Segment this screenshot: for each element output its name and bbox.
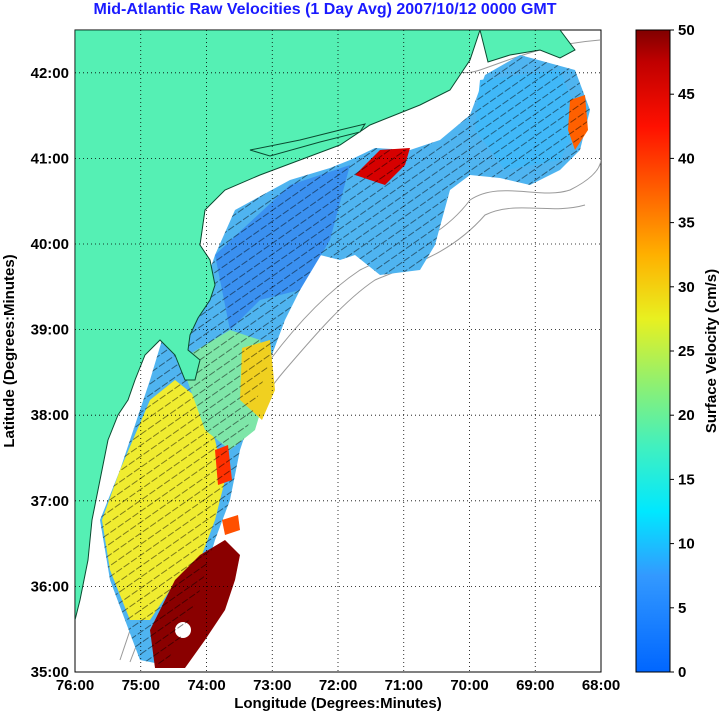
x-tick-label: 75:00 [122, 677, 160, 694]
y-tick-label: 41:00 [31, 150, 69, 167]
colorbar [635, 29, 671, 673]
y-tick-label: 37:00 [31, 493, 69, 510]
y-tick-label: 38:00 [31, 407, 69, 424]
colorbar-label: Surface Velocity (cm/s) [703, 269, 720, 433]
x-tick-label: 73:00 [253, 677, 291, 694]
colorbar-tick-label: 10 [678, 536, 695, 553]
colorbar-tick-label: 20 [678, 407, 695, 424]
colorbar-tick-label: 15 [678, 471, 695, 488]
colorbar-tick-label: 0 [678, 664, 686, 681]
y-axis-label: Latitude (Degrees:Minutes) [1, 254, 18, 447]
x-tick-label: 72:00 [319, 677, 357, 694]
x-tick-label: 74:00 [187, 677, 225, 694]
x-axis-label: Longitude (Degrees:Minutes) [234, 695, 442, 712]
y-tick-label: 39:00 [31, 322, 69, 339]
y-tick-label: 40:00 [31, 236, 69, 253]
x-tick-label: 71:00 [385, 677, 423, 694]
colorbar-tick-label: 25 [678, 343, 695, 360]
colorbar-tick-label: 35 [678, 215, 695, 232]
y-tick-labels: 42:00 41:00 40:00 39:00 38:00 37:00 36:00 35:00 [31, 65, 69, 681]
colorbar-tick-label: 45 [678, 86, 695, 103]
colorbar-tick-label: 50 [678, 22, 695, 39]
x-tick-label: 68:00 [582, 677, 620, 694]
colorbar-tick-label: 5 [678, 600, 686, 617]
colorbar-tick-label: 40 [678, 150, 695, 167]
x-tick-label: 70:00 [450, 677, 488, 694]
land [75, 30, 576, 621]
chart-title: Mid-Atlantic Raw Velocities (1 Day Avg) … [93, 1, 557, 18]
x-tick-label: 76:00 [56, 677, 94, 694]
y-tick-label: 35:00 [31, 664, 69, 681]
y-tick-label: 42:00 [31, 65, 69, 82]
x-tick-label: 69:00 [516, 677, 554, 694]
colorbar-tick-labels: 0 5 10 15 20 25 30 35 40 45 50 [670, 22, 695, 681]
colorbar-tick-label: 30 [678, 279, 695, 296]
y-tick-label: 36:00 [31, 578, 69, 595]
x-tick-labels: 76:00 75:00 74:00 73:00 72:00 71:00 70:00 69:00… [56, 677, 620, 694]
